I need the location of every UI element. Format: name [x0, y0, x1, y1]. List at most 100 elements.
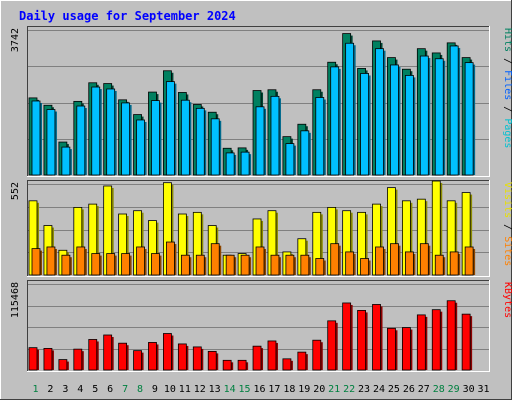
bar-kbytes-day-24-shade	[380, 306, 383, 370]
bar-files-day-24	[375, 48, 384, 176]
bar-sites-day-30	[464, 246, 474, 276]
bar-kbytes-day-17	[267, 340, 277, 371]
bar-sites-day-10	[166, 241, 175, 276]
bar-visits-day-8-shade	[141, 212, 144, 275]
bar-kbytes-day-21-shade	[335, 322, 338, 370]
x-tick-label: 25	[388, 384, 400, 395]
bar-kbytes-day-12-shade	[201, 348, 204, 370]
bar-kbytes-day-20	[312, 339, 322, 371]
bar-files-day-20	[315, 97, 325, 176]
bar-files-day-22	[345, 42, 355, 176]
bar-files-day-20-shade	[323, 99, 326, 175]
bar-files-day-28-shade	[443, 60, 446, 176]
bar-sites-day-15	[240, 254, 250, 276]
bar-files-day-1-shade	[40, 102, 42, 175]
bar-kbytes-day-27	[416, 314, 426, 371]
x-tick-label: 26	[403, 384, 415, 395]
bar-kbytes-day-23	[357, 310, 366, 371]
bar-kbytes-day-22-shade	[350, 304, 353, 370]
bar-files-day-30	[464, 62, 474, 176]
chart-title: Daily usage for September 2024	[19, 9, 236, 23]
bar-sites-day-4	[76, 246, 86, 276]
bar-sites-day-8	[136, 246, 145, 276]
bar-files-day-12	[195, 107, 205, 176]
x-tick-label: 16	[253, 384, 265, 395]
bar-kbytes-day-9-shade	[156, 344, 159, 370]
bar-files-day-15	[240, 151, 250, 176]
bar-files-day-19	[300, 130, 310, 176]
bar-kbytes-day-10	[163, 333, 172, 371]
x-tick-label: 28	[433, 384, 445, 395]
bar-visits-day-26-shade	[410, 202, 413, 275]
bar-sites-day-18	[285, 254, 295, 276]
bar-sites-day-9	[151, 253, 160, 276]
x-tick-label: 7	[122, 384, 128, 395]
x-tick-label: 24	[373, 384, 385, 395]
bar-files-day-16	[255, 106, 265, 176]
bar-files-day-29-shade	[458, 47, 461, 176]
bar-visits-day-17-shade	[275, 212, 278, 275]
legend-separator: /	[502, 52, 512, 70]
bar-kbytes-day-5	[88, 339, 98, 371]
bar-files-day-8	[136, 119, 145, 176]
bar-sites-day-15-shade	[249, 257, 252, 275]
bar-kbytes-day-12	[192, 346, 202, 371]
bar-files-day-5-shade	[99, 89, 102, 175]
x-axis-labels: 1 2 3 4 5 6 7 8 9 10 11 12 13 14 15 16 17 18 19 20 21 22 23 24 2…	[32, 384, 489, 395]
x-tick-label: 27	[418, 384, 430, 395]
bar-sites-day-20	[315, 258, 325, 276]
bar-sites-day-28	[434, 254, 444, 276]
bar-sites-day-30-shade	[473, 248, 476, 275]
panel-visits-sites: 552 Visits / Sites	[10, 180, 512, 277]
bar-kbytes-day-27-shade	[425, 316, 428, 370]
x-tick-label: 23	[358, 384, 370, 395]
bar-files-day-18-shade	[293, 145, 296, 175]
bar-kbytes-day-8	[133, 350, 142, 371]
bar-kbytes-day-16-shade	[261, 348, 264, 370]
x-tick-label: 4	[77, 384, 83, 395]
bar-kbytes-day-2	[43, 348, 53, 371]
bar-kbytes-day-22	[342, 302, 352, 371]
x-tick-label: 12	[194, 384, 206, 395]
bar-sites-day-22-shade	[353, 253, 356, 275]
bar-visits-day-11-shade	[186, 216, 189, 275]
x-tick-label: 29	[448, 384, 460, 395]
bar-kbytes-day-7	[118, 342, 128, 371]
bar-sites-day-2-shade	[54, 248, 57, 275]
bar-kbytes-day-13-shade	[216, 353, 219, 370]
bar-sites-day-21-shade	[338, 245, 341, 275]
x-tick-label: 20	[313, 384, 325, 395]
bar-files-day-24-shade	[383, 50, 386, 175]
bar-files-day-17	[270, 95, 280, 176]
bar-sites-day-23	[360, 258, 369, 276]
bar-sites-day-19	[300, 254, 310, 276]
bar-files-day-9-shade	[159, 102, 162, 175]
bar-files-day-29	[449, 45, 459, 176]
bars	[28, 300, 473, 371]
bar-sites-day-12	[195, 254, 205, 276]
x-tick-label: 11	[179, 384, 191, 395]
bar-kbytes-day-19	[297, 351, 307, 371]
bars	[28, 180, 476, 276]
bar-kbytes-day-17-shade	[275, 342, 278, 370]
legend-kbytes: KBytes	[502, 282, 512, 318]
bar-files-day-10	[166, 81, 175, 176]
bar-files-day-6	[106, 88, 116, 176]
bar-visits-day-5-shade	[96, 206, 99, 275]
bar-files-day-1	[31, 100, 41, 176]
bar-files-day-18	[285, 143, 295, 176]
bar-kbytes-day-30-shade	[470, 316, 473, 370]
bar-visits-day-20-shade	[320, 214, 323, 275]
x-tick-label: 17	[268, 384, 280, 395]
bar-kbytes-day-15	[237, 359, 247, 371]
x-tick-label: 1	[32, 384, 38, 395]
bar-kbytes-day-24	[372, 304, 381, 371]
bar-sites-day-29	[449, 251, 459, 276]
bar-kbytes-day-29	[446, 300, 456, 371]
bar-files-day-30-shade	[473, 64, 476, 175]
bar-sites-day-2	[46, 246, 56, 276]
bar-sites-day-24-shade	[383, 248, 386, 275]
bar-kbytes-day-7-shade	[126, 345, 129, 370]
bar-files-day-27-shade	[428, 58, 431, 175]
bar-sites-day-3-shade	[69, 257, 72, 275]
